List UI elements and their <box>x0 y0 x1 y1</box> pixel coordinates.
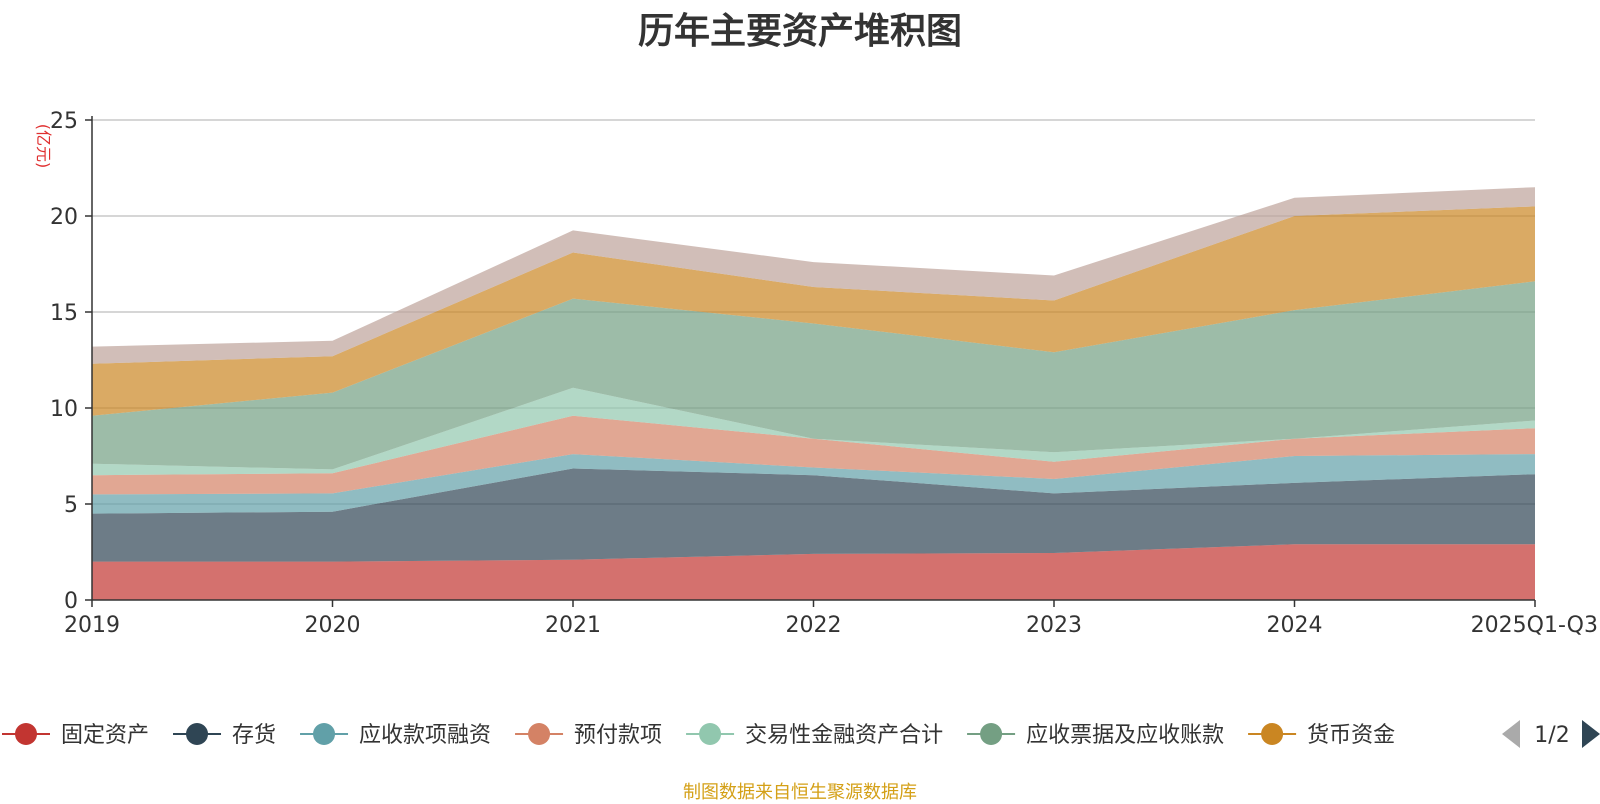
chart-title: 历年主要资产堆积图 <box>637 11 962 52</box>
legend-next-icon[interactable] <box>1582 720 1600 748</box>
legend-label: 固定资产 <box>61 723 149 748</box>
area-1[interactable] <box>92 468 1535 562</box>
y-tick-label: 25 <box>50 109 78 134</box>
legend-label: 存货 <box>232 723 276 748</box>
legend-marker <box>980 723 1003 745</box>
legend-label: 交易性金融资产合计 <box>745 723 943 748</box>
x-tick-label: 2019 <box>64 613 120 638</box>
x-tick-label: 2024 <box>1267 613 1323 638</box>
area-5[interactable] <box>92 281 1535 470</box>
legend-label: 应收款项融资 <box>359 723 491 748</box>
legend-label: 货币资金 <box>1307 723 1395 748</box>
legend-item[interactable]: 预付款项 <box>515 723 662 748</box>
y-tick-label: 10 <box>50 397 78 422</box>
legend-item[interactable]: 应收款项融资 <box>300 723 491 748</box>
legend-marker <box>313 723 336 745</box>
legend: 固定资产 存货 应收款项融资 预付款项 交易性金融资产合计 应收票据及应收账款 货币资金 1/… <box>2 720 1600 748</box>
x-tick-label: 2023 <box>1026 613 1082 638</box>
y-axis-unit-label: (亿元) <box>34 124 53 169</box>
legend-prev-icon[interactable] <box>1502 720 1520 748</box>
y-tick-label: 20 <box>50 205 78 230</box>
legend-item[interactable]: 固定资产 <box>2 723 149 748</box>
x-tick-label: 2025Q1-Q3 <box>1471 613 1598 638</box>
legend-item[interactable]: 应收票据及应收账款 <box>967 723 1224 748</box>
x-tick-label: 2021 <box>545 613 601 638</box>
legend-item[interactable]: 存货 <box>173 723 276 748</box>
legend-pagination: 1/2 <box>1502 720 1600 748</box>
area-series <box>92 187 1535 600</box>
data-source-note: 制图数据来自恒生聚源数据库 <box>683 782 917 803</box>
y-tick-label: 15 <box>50 301 78 326</box>
area-3[interactable] <box>92 415 1535 495</box>
y-tick-label: 0 <box>64 589 78 614</box>
legend-marker <box>186 723 209 745</box>
legend-marker <box>699 723 722 745</box>
area-6[interactable] <box>92 206 1535 416</box>
legend-marker <box>1261 723 1284 745</box>
legend-item[interactable]: 交易性金融资产合计 <box>686 723 943 748</box>
x-tick-label: 2020 <box>305 613 361 638</box>
legend-page-indicator: 1/2 <box>1534 723 1569 748</box>
y-tick-label: 5 <box>64 493 78 518</box>
x-tick-label: 2022 <box>786 613 842 638</box>
legend-marker <box>15 723 37 745</box>
area-0[interactable] <box>92 544 1535 600</box>
axes: 0 5 10 15 20 25 2019 2020 2021 2022 2023 2024 2025Q1… <box>34 109 1598 638</box>
area-7[interactable] <box>92 187 1535 364</box>
legend-marker <box>528 723 551 745</box>
legend-label: 应收票据及应收账款 <box>1026 723 1224 748</box>
area-2[interactable] <box>92 454 1535 514</box>
legend-item[interactable]: 货币资金 <box>1248 723 1395 748</box>
legend-label: 预付款项 <box>574 723 662 748</box>
